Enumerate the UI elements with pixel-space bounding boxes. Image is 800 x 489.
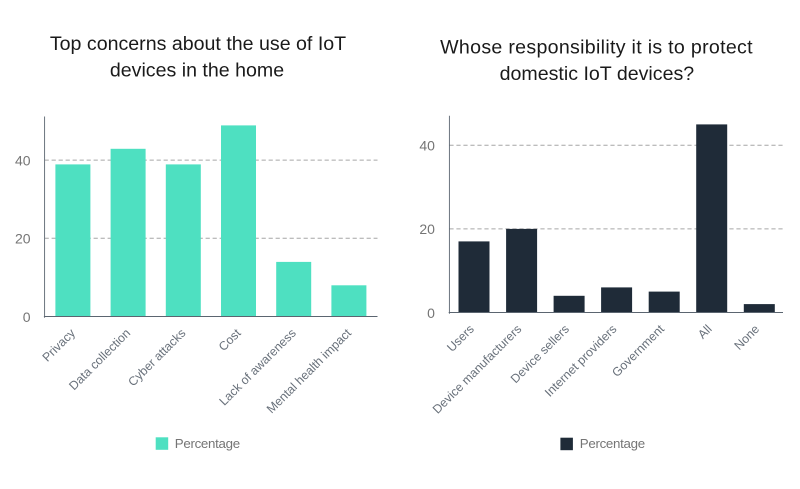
svg-text:0: 0 (23, 309, 31, 325)
svg-text:0: 0 (427, 305, 435, 321)
svg-text:40: 40 (15, 152, 31, 168)
svg-text:20: 20 (419, 221, 435, 237)
svg-text:Top concerns about the use of: Top concerns about the use of IoT (50, 33, 346, 55)
svg-text:domestic IoT devices?: domestic IoT devices? (500, 63, 695, 85)
svg-text:Percentage: Percentage (175, 436, 240, 451)
svg-text:devices in the home: devices in the home (110, 59, 284, 81)
svg-text:Whose responsibility it is to: Whose responsibility it is to protect (440, 37, 753, 59)
svg-text:40: 40 (419, 138, 435, 154)
svg-text:Percentage: Percentage (580, 436, 645, 451)
svg-text:20: 20 (15, 231, 31, 247)
